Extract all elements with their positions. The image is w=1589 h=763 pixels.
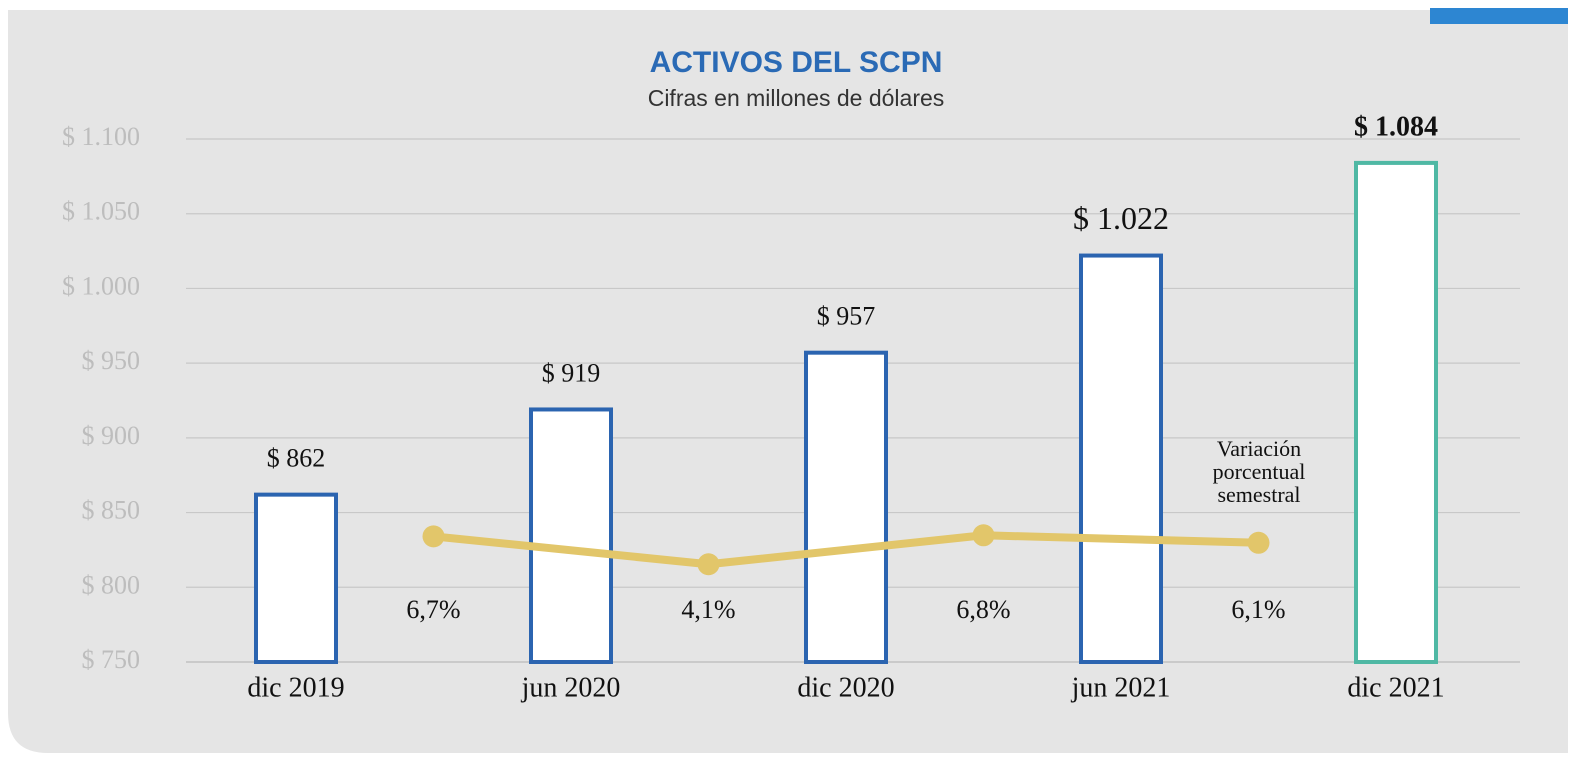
annotation: Variación [1217,436,1301,461]
data-label: $ 862 [267,444,326,473]
chart-title: ACTIVOS DEL SCPN [650,46,943,79]
y-tick-label: $ 950 [82,346,141,375]
chart-subtitle: Cifras en millones de dólares [648,85,945,111]
bar [804,350,888,664]
y-tick-label: $ 850 [82,496,141,525]
annotation: semestral [1217,482,1300,507]
line-point [422,525,445,548]
x-tick-label: jun 2020 [521,672,621,703]
x-tick-label: jun 2021 [1071,672,1171,703]
line-point [697,553,720,576]
data-label: 6,8% [956,595,1010,624]
y-tick-label: $ 750 [82,645,141,674]
annotation: porcentual [1213,459,1306,484]
y-tick-label: $ 900 [82,421,141,450]
data-label: $ 1.022 [1073,200,1169,236]
x-tick-label: dic 2020 [797,672,894,703]
accent-bar [1430,8,1568,24]
x-tick-label: dic 2021 [1347,672,1444,703]
line [433,531,1259,569]
bar [1354,160,1438,664]
line-point [972,524,995,547]
y-tick-label: $ 1.050 [62,197,140,226]
y-tick-label: $ 1.000 [62,271,140,300]
y-tick-label: $ 800 [82,570,141,599]
bar [1079,253,1163,664]
x-tick-label: dic 2019 [247,672,344,703]
panel [8,10,1568,753]
data-label: $ 1.084 [1354,111,1438,142]
data-label: $ 957 [817,302,876,331]
data-label: 4,1% [681,595,735,624]
data-label: 6,7% [406,595,460,624]
bar [529,407,613,665]
line-point [1247,531,1270,554]
bar [254,492,338,665]
data-label: 6,1% [1231,595,1285,624]
y-tick-label: $ 1.100 [62,122,140,151]
data-label: $ 919 [542,358,601,387]
